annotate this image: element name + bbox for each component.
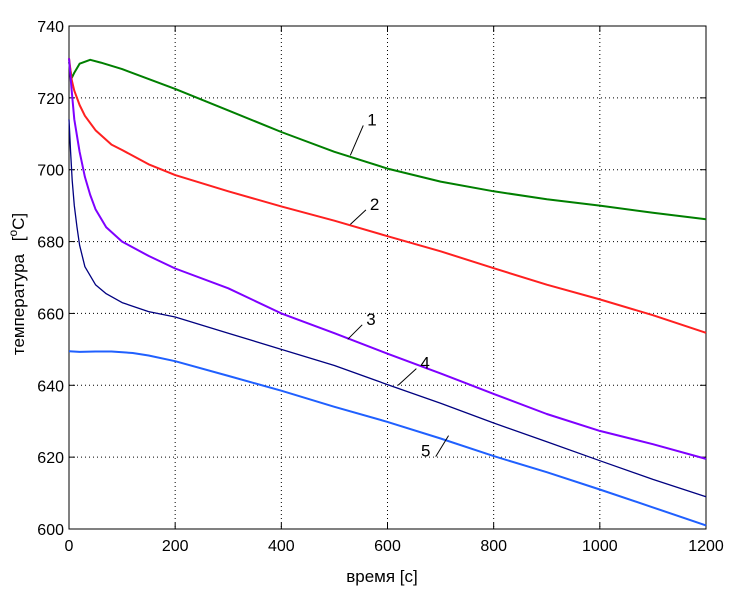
annotation-label-4: 4: [420, 354, 429, 373]
x-tick-label: 1200: [688, 538, 724, 555]
y-tick-label: 740: [37, 19, 64, 36]
y-tick-label: 660: [37, 306, 64, 323]
y-tick-label: 680: [37, 235, 64, 252]
annotation-leader-2: [350, 209, 367, 225]
y-axis-title-text: температура: [9, 253, 28, 355]
x-tick-label: 1000: [582, 538, 618, 555]
annotation-leader-1: [349, 125, 364, 156]
plot-area-frame: [68, 25, 707, 530]
annotation-label-5: 5: [421, 442, 430, 461]
annotation-label-2: 2: [370, 195, 379, 214]
annotation-leader-4: [397, 368, 417, 386]
y-axis-unit-degree: o: [6, 230, 20, 237]
y-axis-title: температура [oС]: [6, 213, 28, 355]
annotation-label-3: 3: [366, 310, 375, 329]
x-tick-label: 0: [65, 538, 74, 555]
y-tick-label: 700: [37, 163, 64, 180]
curve-annotations: 1 2 3 4 5: [347, 110, 449, 461]
x-axis-title: время [с]: [346, 567, 418, 586]
annotation-label-1: 1: [367, 110, 376, 129]
series-lines: [68, 58, 707, 527]
annotation-leader-5: [435, 435, 449, 457]
axis-ticks: 0 200 400 600 800 1000 1200 600 620 640 660 680 700 7…: [37, 19, 724, 555]
annotation-leader-3: [347, 324, 363, 340]
x-tick-label: 200: [162, 538, 189, 555]
y-tick-label: 720: [37, 91, 64, 108]
y-axis-unit-open: [: [9, 236, 28, 241]
series-line-2: [68, 58, 707, 334]
series-line-3: [68, 58, 707, 460]
x-tick-label: 800: [480, 538, 507, 555]
svg-text:температура [oС]: температура [oС]: [6, 213, 28, 355]
y-tick-label: 640: [37, 378, 64, 395]
y-tick-label: 620: [37, 450, 64, 467]
series-line-4: [68, 119, 707, 498]
y-axis-unit-rest: С]: [9, 213, 28, 230]
x-tick-label: 400: [268, 538, 295, 555]
series-line-5: [68, 350, 707, 527]
y-tick-label: 600: [37, 522, 64, 539]
series-line-1: [68, 58, 707, 221]
x-tick-label: 600: [374, 538, 401, 555]
grid-lines: [69, 26, 706, 529]
